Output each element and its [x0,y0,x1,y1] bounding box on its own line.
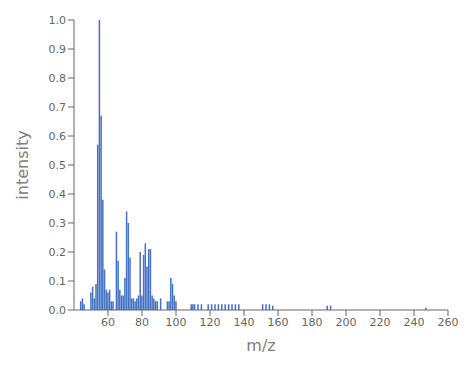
svg-text:intensity: intensity [13,130,32,199]
svg-text:60: 60 [101,316,115,329]
svg-text:160: 160 [268,316,289,329]
svg-text:0.3: 0.3 [49,217,67,230]
svg-text:1.0: 1.0 [49,14,67,27]
svg-text:m/z: m/z [246,336,275,355]
svg-text:0.7: 0.7 [49,101,67,114]
svg-text:260: 260 [438,316,459,329]
svg-text:200: 200 [336,316,357,329]
svg-text:120: 120 [200,316,221,329]
svg-text:0.1: 0.1 [49,275,67,288]
svg-text:0.8: 0.8 [49,72,67,85]
svg-text:220: 220 [370,316,391,329]
svg-text:180: 180 [302,316,323,329]
svg-text:0.2: 0.2 [49,246,67,259]
svg-text:0.4: 0.4 [49,188,67,201]
svg-text:0.0: 0.0 [49,304,67,317]
svg-text:100: 100 [166,316,187,329]
svg-text:140: 140 [234,316,255,329]
svg-text:80: 80 [135,316,149,329]
svg-text:0.5: 0.5 [49,159,67,172]
svg-text:0.9: 0.9 [49,43,67,56]
svg-text:0.6: 0.6 [49,130,67,143]
svg-text:240: 240 [404,316,425,329]
